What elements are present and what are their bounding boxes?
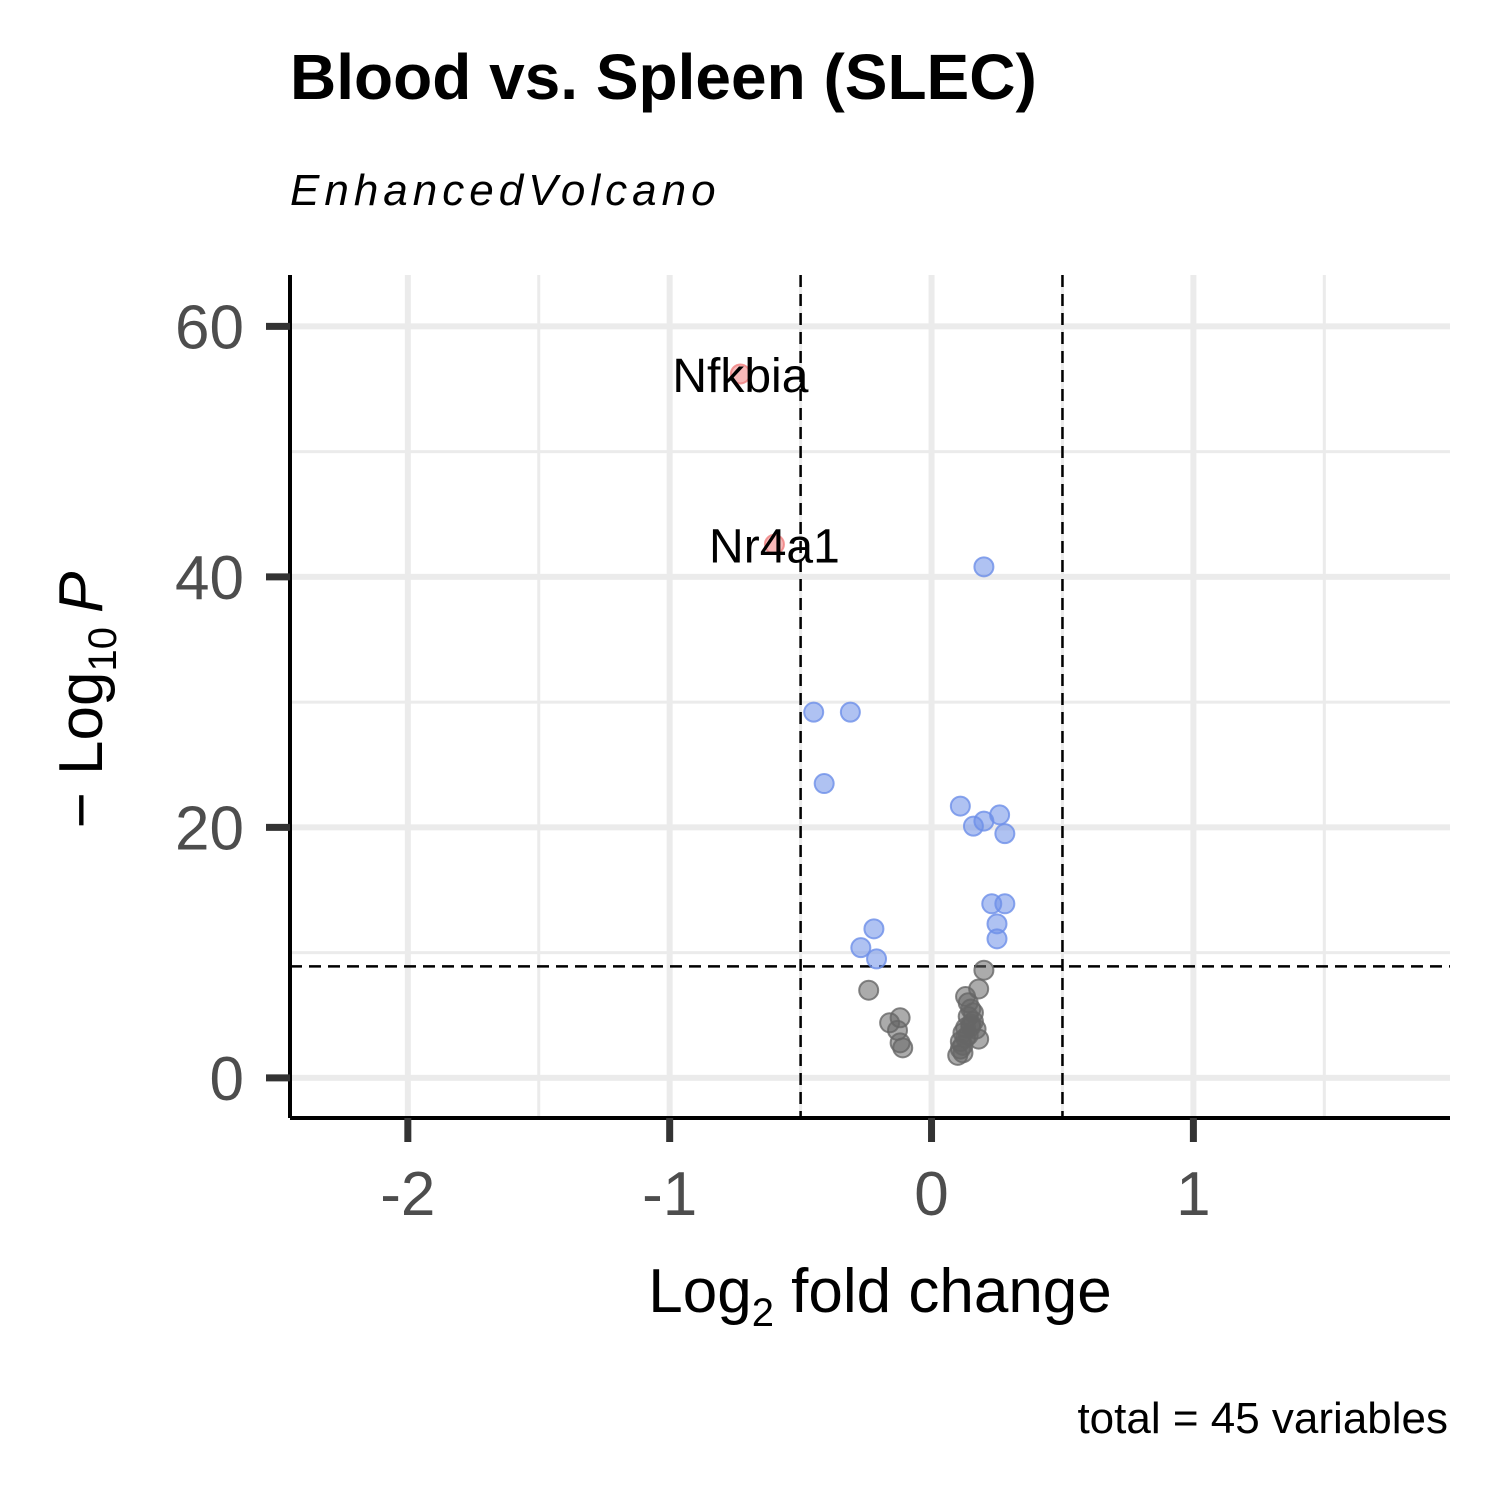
y-tick-label: 20: [175, 794, 244, 863]
data-point: [949, 795, 971, 817]
data-point: [850, 937, 872, 959]
x-tick-label: -1: [642, 1160, 697, 1229]
point-label: Nr4a1: [709, 520, 840, 573]
x-tick-label: -2: [380, 1160, 435, 1229]
x-tick-label: 0: [914, 1160, 948, 1229]
data-points: [729, 363, 1016, 1066]
chart-caption: total = 45 variables: [1077, 1394, 1448, 1443]
chart-title: Blood vs. Spleen (SLEC): [290, 41, 1037, 113]
y-tick-label: 40: [175, 544, 244, 613]
y-tick-label: 0: [210, 1045, 244, 1114]
data-point: [892, 1037, 914, 1059]
data-point: [986, 928, 1008, 950]
data-point: [955, 1017, 977, 1039]
data-point: [973, 556, 995, 578]
data-point: [973, 959, 995, 981]
data-point: [863, 918, 885, 940]
x-tick-label: 1: [1176, 1160, 1210, 1229]
data-point: [839, 701, 861, 723]
y-tick-label: 60: [175, 293, 244, 362]
data-point: [803, 701, 825, 723]
y-axis-title: − Log10P: [47, 572, 125, 829]
data-point: [989, 804, 1011, 826]
data-point: [858, 979, 880, 1001]
data-point: [813, 773, 835, 795]
point-label: Nfkbia: [672, 350, 808, 403]
x-axis-title: Log2 fold change: [648, 1257, 1112, 1335]
point-labels: Nfkbia Nr4a1: [672, 350, 839, 573]
data-point: [729, 363, 751, 385]
data-point: [952, 1042, 974, 1064]
data-point: [994, 893, 1016, 915]
data-point: [763, 533, 785, 555]
chart-subtitle: EnhancedVolcano: [290, 166, 721, 215]
data-point: [994, 823, 1016, 845]
data-point: [866, 948, 888, 970]
